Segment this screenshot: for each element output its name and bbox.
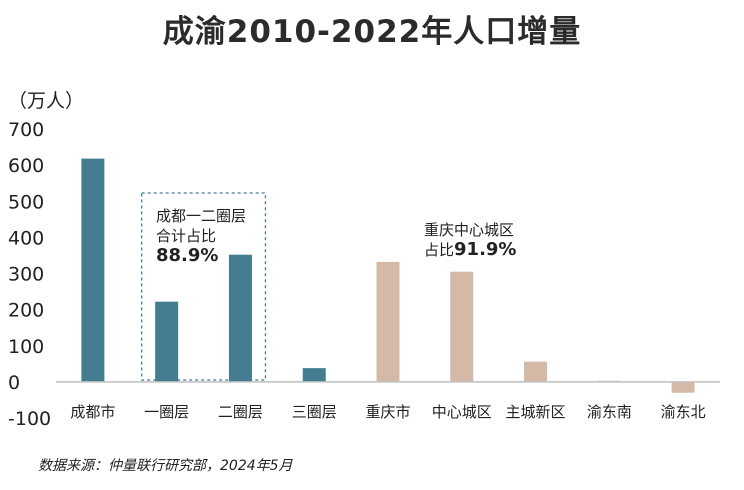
- x-category-label: 渝东南: [587, 403, 632, 421]
- chongqing-core-share-note: 重庆中心城区 占比91.9%: [424, 220, 516, 260]
- bar-1: [81, 158, 105, 382]
- x-category-label: 一圈层: [144, 403, 189, 421]
- chengdu-note-line2: 合计占比: [156, 227, 217, 245]
- x-category-label: 重庆市: [365, 403, 410, 421]
- y-tick-label: 600: [8, 155, 44, 177]
- y-tick-label: -100: [8, 408, 51, 430]
- y-tick-label: 300: [8, 264, 44, 286]
- bar-3: [228, 254, 252, 382]
- y-tick-label: 400: [8, 227, 44, 249]
- x-category-label: 成都市: [70, 403, 115, 421]
- chart-title: 成渝2010-2022年人口增量: [162, 14, 582, 50]
- x-category-label: 三圈层: [292, 403, 337, 421]
- y-tick-label: 100: [8, 336, 44, 358]
- bar-9: [671, 381, 695, 393]
- bar-4: [302, 368, 326, 382]
- chongqing-note-line1: 重庆中心城区: [424, 221, 515, 239]
- chongqing-note-line2: 占比: [424, 241, 455, 259]
- y-tick-label: 500: [8, 191, 44, 213]
- bar-chart: 700 600 500 400 300 200 100 0 -100 成都市 一圈层 二圈层 三圈层 重…: [8, 119, 720, 430]
- bar-2: [155, 301, 179, 382]
- x-category-label: 主城新区: [506, 403, 566, 421]
- y-tick-label: 700: [8, 119, 44, 141]
- chongqing-share-value: 91.9%: [454, 239, 517, 260]
- chengdu-note-line1: 成都一二圈层: [156, 207, 247, 225]
- bar-5: [376, 261, 400, 382]
- chengdu-share-value: 88.9%: [156, 245, 219, 266]
- x-category-label: 中心城区: [432, 403, 492, 421]
- x-category-label: 二圈层: [218, 403, 263, 421]
- y-tick-label: 0: [8, 372, 20, 394]
- bar-7: [524, 361, 548, 382]
- data-source: 数据来源：仲量联行研究部，2024年5月: [38, 458, 293, 474]
- y-axis-unit: （万人）: [8, 90, 85, 112]
- y-tick-label: 200: [8, 300, 44, 322]
- chengdu-core-share-note: 成都一二圈层 合计占比 88.9%: [156, 206, 246, 266]
- x-category-label: 渝东北: [661, 403, 706, 421]
- bar-6: [450, 271, 474, 382]
- chengdu-core-highlight-box: [141, 192, 267, 381]
